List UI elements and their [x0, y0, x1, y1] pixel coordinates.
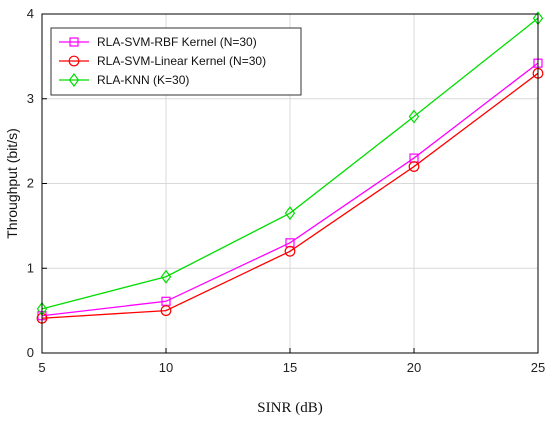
data-point-circle — [68, 55, 80, 67]
x-tick-label: 10 — [159, 360, 173, 375]
y-tick-label: 0 — [27, 345, 34, 360]
legend: RLA-SVM-RBF Kernel (N=30) RLA-SVM-Linear … — [50, 27, 302, 96]
data-point-diamond — [160, 269, 172, 284]
legend-label: RLA-SVM-RBF Kernel (N=30) — [97, 35, 257, 49]
legend-entry: RLA-SVM-Linear Kernel (N=30) — [59, 54, 266, 68]
series-line — [41, 62, 539, 317]
legend-entry: RLA-KNN (K=30) — [59, 73, 189, 87]
series-line — [41, 72, 539, 319]
data-point-circle — [160, 305, 172, 317]
data-point-diamond — [284, 206, 296, 221]
series-line — [41, 17, 539, 310]
data-point-square — [69, 37, 79, 47]
axis-ticks: 5 10 15 20 25 0 1 2 3 4 — [27, 6, 545, 375]
data-point-circle — [408, 161, 420, 172]
x-axis-label: SINR (dB) — [257, 400, 322, 416]
legend-label: RLA-SVM-Linear Kernel (N=30) — [97, 54, 266, 68]
y-tick-label: 2 — [27, 176, 34, 191]
x-tick-label: 15 — [283, 360, 297, 375]
y-tick-label: 1 — [27, 260, 34, 275]
y-axis-label: Throughput (bit/s) — [4, 128, 20, 239]
y-tick-label: 4 — [27, 6, 34, 21]
legend-entry: RLA-SVM-RBF Kernel (N=30) — [59, 35, 257, 49]
data-point-diamond — [68, 73, 80, 87]
series-layer — [36, 11, 544, 324]
x-tick-label: 25 — [531, 360, 545, 375]
x-tick-label: 5 — [38, 360, 45, 375]
y-tick-label: 3 — [27, 91, 34, 106]
legend-label: RLA-KNN (K=30) — [97, 73, 189, 87]
series-2 — [36, 67, 544, 324]
data-point-circle — [284, 245, 296, 257]
legend-box — [50, 27, 302, 96]
data-point-diamond — [408, 109, 420, 124]
x-tick-label: 20 — [407, 360, 421, 375]
